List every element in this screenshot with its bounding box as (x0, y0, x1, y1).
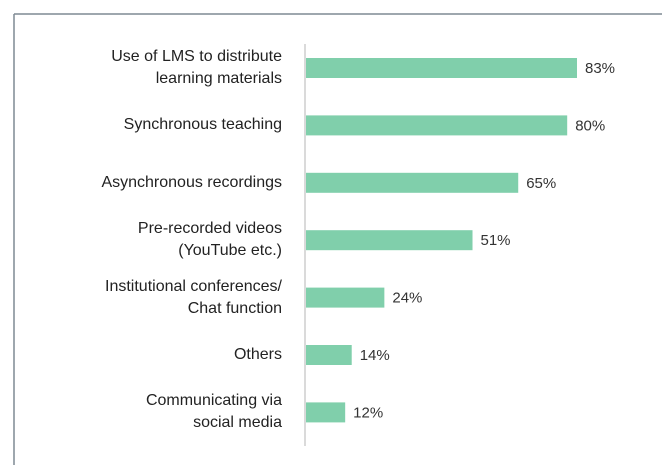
bar (306, 172, 519, 193)
value-label: 65% (526, 175, 556, 192)
category-label: Synchronous teaching (123, 116, 282, 134)
value-label: 12% (353, 404, 383, 421)
value-label: 24% (392, 290, 422, 307)
value-label: 14% (360, 347, 390, 364)
bar (306, 58, 577, 78)
bar (306, 230, 473, 251)
bar (306, 115, 568, 136)
value-label: 83% (585, 60, 615, 77)
value-label: 51% (481, 232, 511, 249)
category-label: Asynchronous recordings (101, 173, 282, 191)
category-label: Use of LMS to distribute learning materi… (111, 48, 282, 87)
category-label: Others (233, 346, 282, 363)
category-label: Institutional conferences/ Chat function (105, 277, 282, 317)
category-label: Pre-recorded videos (YouTube etc.) (137, 220, 282, 260)
bar (306, 287, 385, 308)
bar (306, 345, 352, 365)
value-label: 80% (575, 117, 605, 134)
category-label: Communicating via social media (145, 392, 282, 432)
bar (306, 402, 346, 423)
